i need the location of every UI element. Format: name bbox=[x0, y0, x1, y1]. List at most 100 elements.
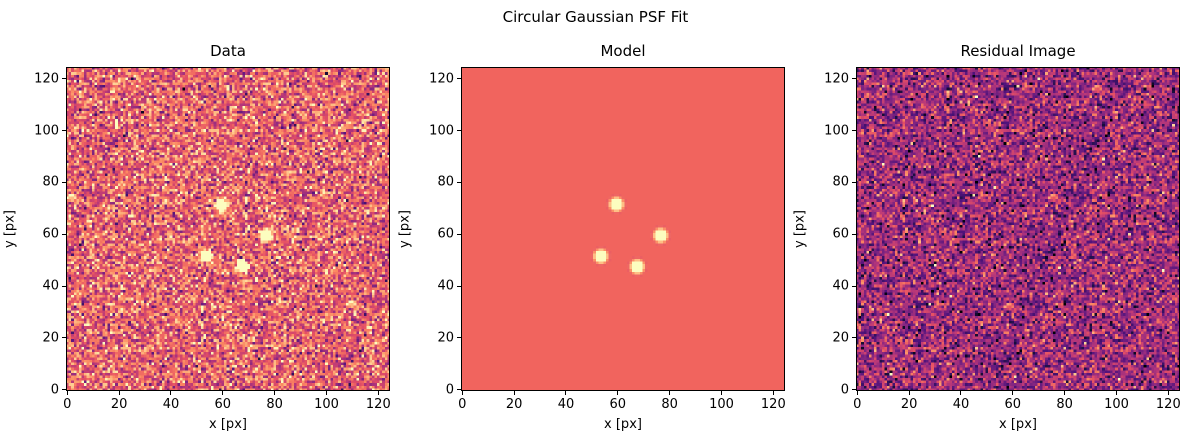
x-tick-label: 80 bbox=[266, 397, 283, 412]
x-tick bbox=[66, 391, 68, 395]
x-axis-label: x [px] bbox=[999, 417, 1037, 432]
panel-model: Model 0 20 40 60 80 100 120 0 20 40 60 80 100 120 x [px… bbox=[398, 42, 786, 432]
x-tick bbox=[222, 391, 224, 395]
y-tick-label: 60 bbox=[832, 226, 849, 242]
y-tick bbox=[62, 337, 66, 339]
x-tick bbox=[720, 391, 722, 395]
heatmap-image bbox=[66, 67, 390, 391]
y-tick bbox=[62, 285, 66, 287]
x-tick-label: 100 bbox=[314, 397, 339, 412]
x-tick-label: 20 bbox=[505, 397, 523, 412]
y-tick-label: 0 bbox=[50, 382, 59, 398]
panel-title: Model bbox=[600, 42, 646, 60]
y-tick bbox=[457, 78, 461, 80]
y-tick-label: 100 bbox=[824, 123, 849, 138]
y-tick-label: 80 bbox=[832, 174, 849, 190]
x-tick bbox=[565, 391, 567, 395]
x-tick bbox=[461, 391, 463, 395]
y-tick-label: 20 bbox=[832, 330, 849, 346]
x-tick bbox=[617, 391, 619, 395]
x-axis-label: x [px] bbox=[209, 417, 247, 432]
y-tick-label: 0 bbox=[840, 382, 849, 398]
y-axis-label: y [px] bbox=[792, 210, 808, 248]
heatmap-image bbox=[856, 67, 1180, 391]
y-tick-label: 100 bbox=[429, 123, 454, 138]
heatmap-image bbox=[461, 67, 785, 391]
y-axis-label: y [px] bbox=[2, 210, 18, 248]
y-tick-label: 120 bbox=[429, 71, 454, 87]
y-tick bbox=[457, 233, 461, 235]
y-tick bbox=[852, 337, 856, 339]
x-tick-label: 40 bbox=[162, 397, 180, 412]
panel-title: Data bbox=[210, 42, 246, 60]
y-tick bbox=[852, 130, 856, 131]
x-tick bbox=[1064, 391, 1066, 395]
y-tick bbox=[62, 130, 66, 131]
y-tick bbox=[457, 285, 461, 287]
y-tick-label: 20 bbox=[42, 330, 59, 346]
x-tick-label: 60 bbox=[609, 397, 627, 412]
y-tick-label: 20 bbox=[437, 330, 454, 346]
y-tick-label: 40 bbox=[437, 278, 454, 294]
panel-title: Residual Image bbox=[960, 42, 1076, 60]
y-tick bbox=[852, 285, 856, 287]
figure-title: Circular Gaussian PSF Fit bbox=[502, 8, 689, 26]
x-tick bbox=[513, 391, 515, 395]
x-tick-label: 100 bbox=[709, 397, 734, 412]
panel-residual: Residual Image 0 20 40 60 80 100 120 0 20 40 60 80 10… bbox=[793, 42, 1181, 432]
y-tick-label: 40 bbox=[42, 278, 59, 294]
x-tick-label: 100 bbox=[1104, 397, 1129, 412]
panel-data: Data 0 20 40 60 80 100 120 0 20 40 60 80 100 120 x [px]… bbox=[3, 42, 391, 432]
x-tick bbox=[772, 391, 774, 395]
x-tick bbox=[856, 391, 858, 395]
y-axis-label: y [px] bbox=[397, 210, 413, 248]
y-tick-label: 40 bbox=[832, 278, 849, 294]
y-tick-label: 100 bbox=[34, 123, 59, 138]
x-tick-label: 60 bbox=[1004, 397, 1022, 412]
y-tick bbox=[852, 389, 856, 391]
y-tick-label: 120 bbox=[824, 71, 849, 87]
y-tick-label: 80 bbox=[42, 174, 59, 190]
y-tick bbox=[852, 181, 856, 183]
x-tick-label: 20 bbox=[110, 397, 128, 412]
y-tick-label: 120 bbox=[34, 71, 59, 87]
y-tick bbox=[62, 181, 66, 183]
y-tick bbox=[62, 78, 66, 80]
x-tick-label: 0 bbox=[458, 397, 467, 412]
y-tick-label: 60 bbox=[437, 226, 454, 242]
x-tick-label: 0 bbox=[853, 397, 862, 412]
y-tick-label: 60 bbox=[42, 226, 59, 242]
y-tick-label: 80 bbox=[437, 174, 454, 190]
y-tick-label: 0 bbox=[445, 382, 454, 398]
y-tick bbox=[62, 389, 66, 391]
x-tick-label: 120 bbox=[1155, 397, 1181, 412]
x-tick-label: 80 bbox=[1056, 397, 1073, 412]
y-tick bbox=[852, 233, 856, 235]
x-tick-label: 120 bbox=[760, 397, 786, 412]
x-tick bbox=[170, 391, 172, 395]
y-tick bbox=[62, 233, 66, 235]
x-tick-label: 0 bbox=[63, 397, 72, 412]
x-tick bbox=[377, 391, 379, 395]
y-tick bbox=[457, 130, 461, 131]
y-tick bbox=[457, 337, 461, 339]
x-tick-label: 20 bbox=[900, 397, 918, 412]
x-tick bbox=[118, 391, 120, 395]
x-tick-label: 120 bbox=[365, 397, 391, 412]
x-tick-label: 40 bbox=[557, 397, 575, 412]
x-tick bbox=[1167, 391, 1169, 395]
x-tick bbox=[669, 391, 671, 395]
x-tick bbox=[960, 391, 962, 395]
x-tick bbox=[1115, 391, 1117, 395]
x-tick-label: 60 bbox=[214, 397, 232, 412]
x-tick bbox=[1012, 391, 1014, 395]
y-tick bbox=[852, 78, 856, 80]
y-tick bbox=[457, 181, 461, 183]
x-tick bbox=[274, 391, 276, 395]
x-tick bbox=[908, 391, 910, 395]
x-tick bbox=[325, 391, 327, 395]
x-tick-label: 80 bbox=[661, 397, 678, 412]
x-tick-label: 40 bbox=[952, 397, 970, 412]
x-axis-label: x [px] bbox=[604, 417, 642, 432]
y-tick bbox=[457, 389, 461, 391]
